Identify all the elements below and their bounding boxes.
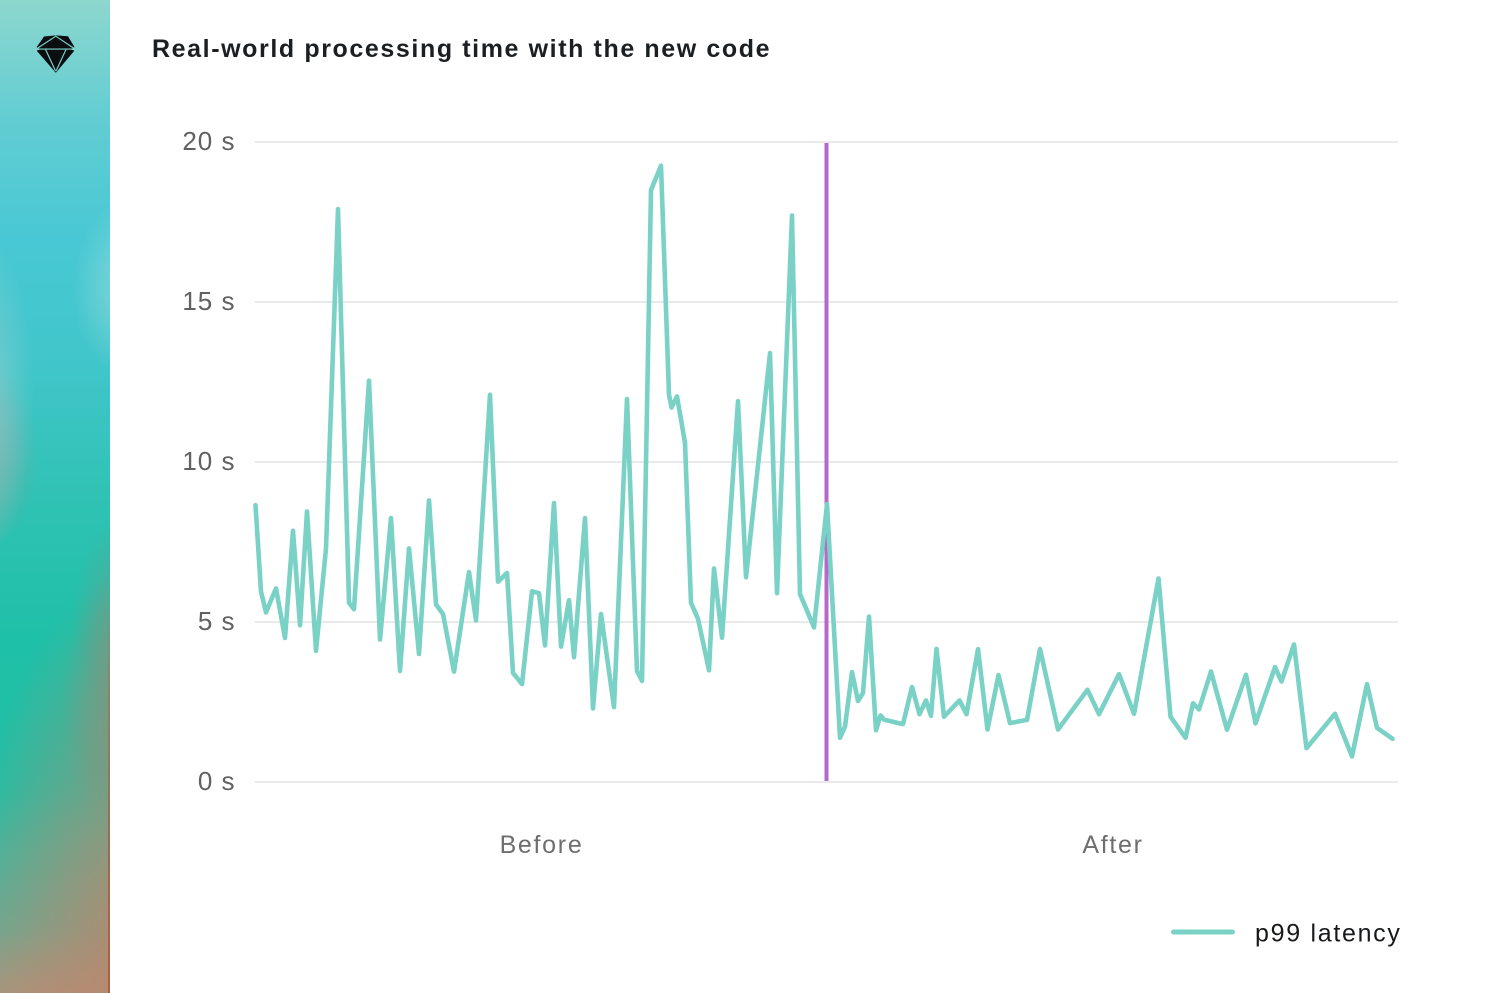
svg-text:After: After [1082, 831, 1143, 859]
svg-text:Real-world processing time wit: Real-world processing time with the new … [152, 35, 771, 63]
svg-text:15 s: 15 s [182, 286, 235, 316]
svg-text:5 s: 5 s [198, 606, 236, 636]
svg-text:p99 latency: p99 latency [1255, 920, 1402, 948]
svg-text:0 s: 0 s [198, 766, 236, 796]
svg-text:Before: Before [500, 831, 584, 859]
svg-text:20 s: 20 s [182, 126, 235, 156]
svg-text:10 s: 10 s [182, 446, 235, 476]
